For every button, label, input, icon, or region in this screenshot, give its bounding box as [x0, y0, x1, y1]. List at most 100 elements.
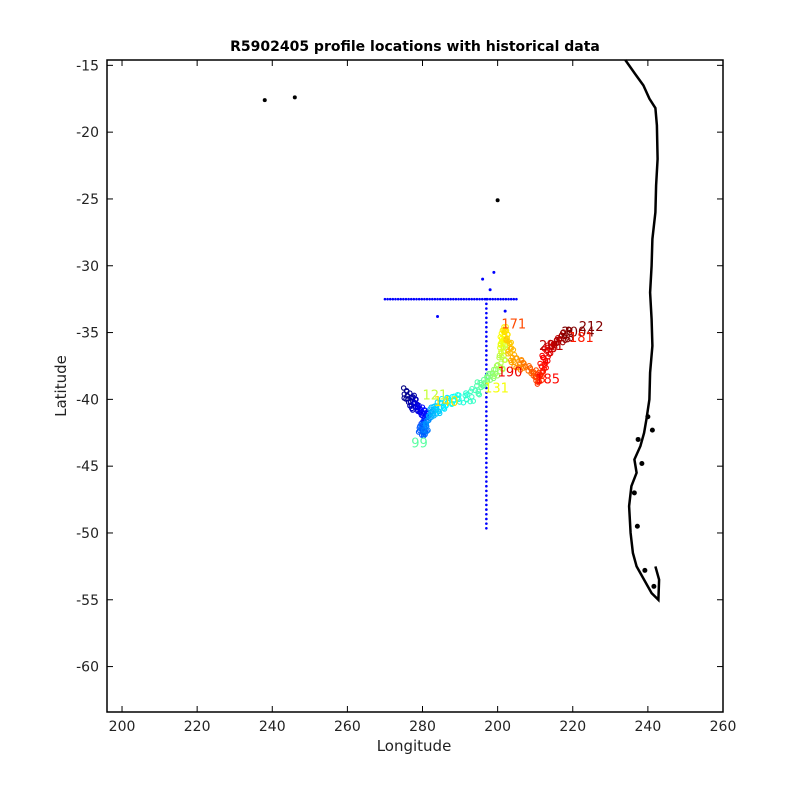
profile-point [537, 360, 543, 367]
profile-label: 190 [498, 366, 523, 381]
profile-point [475, 388, 481, 395]
historical-point [488, 288, 492, 292]
historical-point [485, 428, 488, 432]
historical-point [396, 297, 400, 301]
historical-point [465, 297, 468, 301]
profile-point [430, 404, 437, 410]
historical-point [386, 297, 389, 301]
historical-point [412, 297, 416, 301]
profile-point [537, 373, 543, 379]
coastline-path [624, 59, 661, 603]
historical-point [485, 363, 488, 366]
historical-point [446, 297, 450, 301]
profile-label: 2004 [561, 326, 594, 341]
profile-point [414, 401, 421, 408]
profile-point [424, 428, 430, 435]
historical-point [485, 405, 488, 409]
y-tick-label: -40 [76, 392, 99, 408]
island-point [495, 198, 500, 203]
historical-point [433, 297, 437, 301]
profile-point [494, 373, 501, 379]
historical-point [430, 297, 434, 301]
profile-point [463, 390, 469, 396]
historical-point [485, 400, 488, 404]
historical-point [492, 270, 496, 274]
historical-point [480, 297, 484, 301]
x-tick-label: 240 [635, 719, 662, 735]
historical-point [494, 297, 497, 301]
profile-point [469, 394, 475, 400]
historical-point [470, 297, 474, 301]
profile-point [497, 341, 504, 347]
profile-label: 121 [423, 388, 448, 403]
x-tick-label: 220 [559, 719, 586, 735]
historical-point [423, 297, 426, 301]
historical-point [485, 325, 488, 329]
historical-point [473, 297, 476, 301]
historical-point [512, 297, 516, 301]
profile-point [421, 427, 427, 434]
profile-point [498, 360, 504, 366]
historical-point [485, 391, 488, 394]
historical-point [491, 297, 495, 301]
profile-point [566, 329, 573, 336]
historical-point [485, 311, 488, 315]
profile-point [491, 373, 497, 379]
historical-point [515, 297, 518, 301]
island-point [262, 98, 267, 103]
historical-point [485, 466, 488, 469]
plot-frame [106, 59, 724, 713]
profile-point [507, 345, 514, 352]
coastline [624, 59, 661, 603]
historical-point [485, 452, 488, 455]
y-tick-label: -60 [76, 660, 99, 676]
coastline-island [635, 436, 641, 442]
x-tick-label: 200 [109, 719, 136, 735]
profile-point [540, 354, 546, 361]
historical-point [399, 297, 403, 301]
coastline-island [645, 414, 651, 420]
historical-point [485, 344, 488, 348]
historical-point [485, 461, 488, 465]
profile-point [496, 354, 502, 361]
historical-point [488, 297, 492, 301]
profile-point [503, 337, 509, 344]
x-tick-label: 260 [710, 719, 737, 735]
profile-point [501, 329, 508, 336]
historical-point [504, 297, 508, 301]
x-tick-label: 260 [334, 719, 361, 735]
historical-point [409, 297, 413, 301]
historical-point [436, 297, 439, 301]
historical-point [407, 297, 410, 301]
historical-point [485, 503, 488, 507]
historical-point [428, 297, 431, 301]
historical-point [485, 480, 488, 483]
historical-point [485, 349, 488, 352]
historical-point [485, 489, 488, 493]
profile-point [421, 428, 428, 434]
y-tick-label: -25 [76, 192, 99, 208]
historical-point [485, 321, 488, 324]
x-tick-label: 200 [484, 719, 511, 735]
profile-point [527, 365, 533, 371]
profile-point [505, 351, 511, 357]
historical-point [485, 297, 488, 301]
historical-point [507, 297, 510, 301]
profile-point [435, 408, 441, 414]
historical-point [485, 424, 488, 427]
y-tick-label: -20 [76, 125, 99, 141]
historical-data [383, 270, 518, 530]
y-tick-label: -35 [76, 326, 99, 342]
profile-label: 99 [411, 436, 428, 451]
profile-point [513, 364, 519, 371]
profile-point [491, 366, 497, 373]
historical-point [485, 447, 488, 451]
historical-point [457, 297, 460, 301]
historical-point [388, 297, 392, 301]
historical-point [485, 302, 488, 306]
coastline-island [649, 427, 655, 433]
historical-point [444, 297, 447, 301]
profile-point [565, 326, 572, 333]
profile-point [438, 395, 445, 402]
